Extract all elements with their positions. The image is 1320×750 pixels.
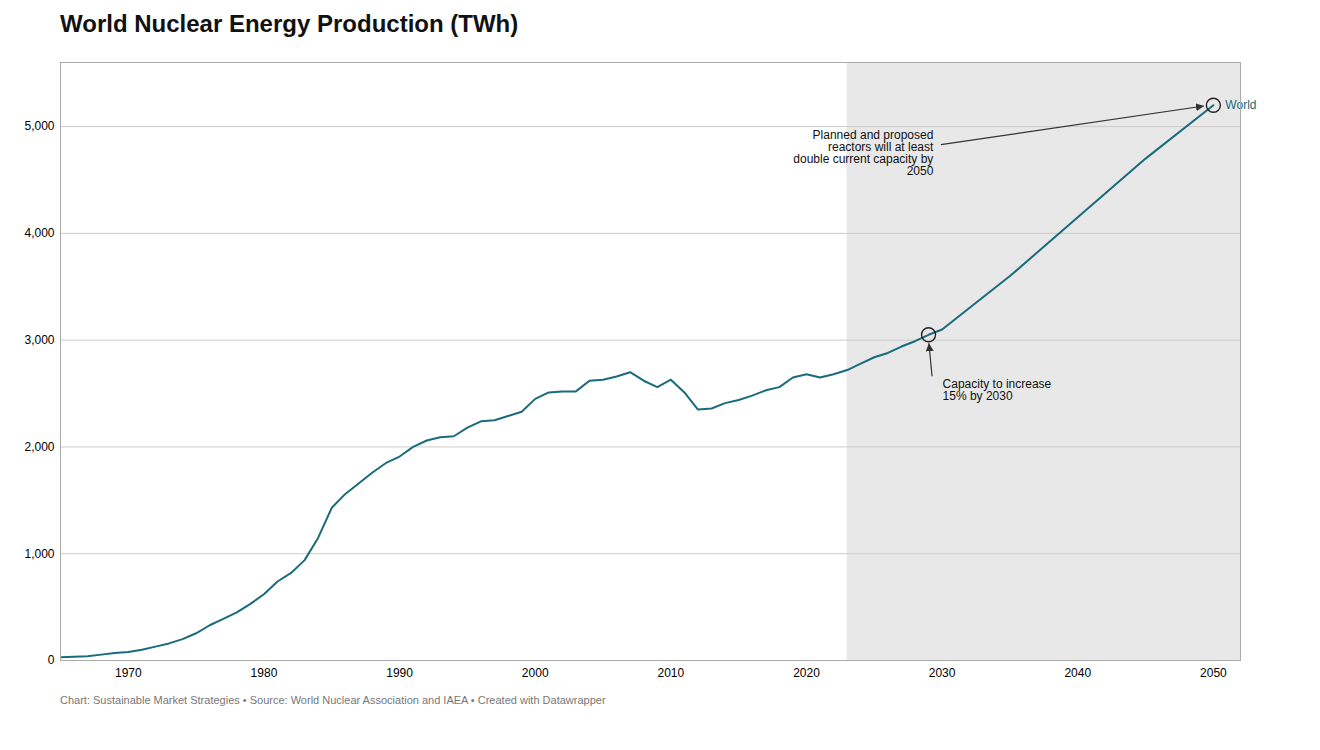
html-text:World Nuclear Energy Productio: World Nuclear Energy Production (TWh) bbox=[60, 10, 519, 37]
svg-text:0: 0 bbox=[48, 653, 55, 667]
svg-text:1980: 1980 bbox=[251, 666, 278, 680]
svg-text:2,000: 2,000 bbox=[24, 440, 54, 454]
svg-text:3,000: 3,000 bbox=[24, 333, 54, 347]
svg-text:2010: 2010 bbox=[657, 666, 684, 680]
svg-text:Planned and proposedreactors w: Planned and proposedreactors will at lea… bbox=[793, 128, 934, 178]
html-text:Chart: Sustainable Market Stra: Chart: Sustainable Market Strategies • S… bbox=[60, 694, 606, 706]
svg-text:5,000: 5,000 bbox=[24, 119, 54, 133]
svg-text:2020: 2020 bbox=[793, 666, 820, 680]
svg-text:World: World bbox=[1225, 98, 1257, 113]
svg-text:2030: 2030 bbox=[929, 666, 956, 680]
svg-text:1,000: 1,000 bbox=[24, 547, 54, 561]
svg-text:2040: 2040 bbox=[1064, 666, 1091, 680]
svg-text:1990: 1990 bbox=[386, 666, 413, 680]
svg-text:2050: 2050 bbox=[1200, 666, 1227, 680]
svg-text:Capacity to increase15% by 203: Capacity to increase15% by 2030 bbox=[943, 377, 1052, 403]
svg-text:2000: 2000 bbox=[522, 666, 549, 680]
svg-text:1970: 1970 bbox=[115, 666, 142, 680]
svg-text:4,000: 4,000 bbox=[24, 226, 54, 240]
